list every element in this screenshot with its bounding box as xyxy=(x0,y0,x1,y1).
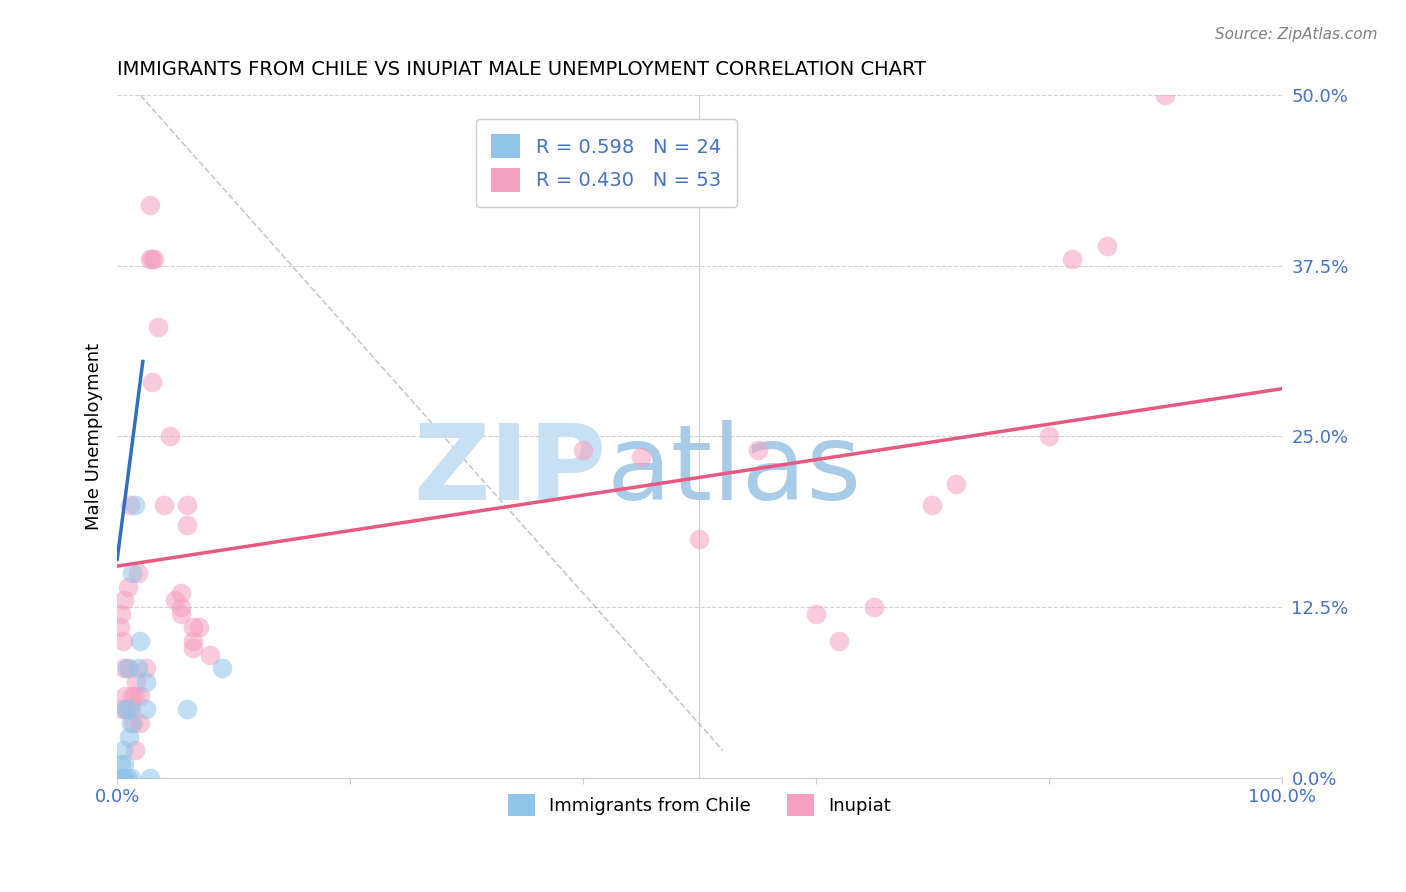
Point xyxy=(688,532,710,546)
Point xyxy=(572,443,595,458)
Point xyxy=(112,756,135,771)
Point xyxy=(1038,429,1060,443)
Point xyxy=(121,689,143,703)
Point xyxy=(146,320,169,334)
Point xyxy=(181,620,204,634)
Point xyxy=(111,702,134,716)
Point xyxy=(1095,238,1118,252)
Point xyxy=(139,197,162,211)
Point xyxy=(804,607,827,621)
Point xyxy=(129,689,152,703)
Point xyxy=(125,675,148,690)
Point xyxy=(127,566,149,580)
Point xyxy=(176,702,198,716)
Point xyxy=(112,661,135,675)
Point xyxy=(135,702,157,716)
Point xyxy=(141,375,163,389)
Point xyxy=(152,498,174,512)
Point xyxy=(170,607,193,621)
Point xyxy=(828,634,851,648)
Point xyxy=(211,661,233,675)
Point xyxy=(111,771,134,785)
Point xyxy=(108,620,131,634)
Text: ZIP: ZIP xyxy=(413,419,606,522)
Point xyxy=(127,661,149,675)
Point xyxy=(122,716,145,731)
Point xyxy=(159,429,181,443)
Point xyxy=(118,702,141,716)
Y-axis label: Male Unemployment: Male Unemployment xyxy=(86,343,103,530)
Point xyxy=(115,771,138,785)
Point xyxy=(1062,252,1084,267)
Point xyxy=(110,771,132,785)
Point xyxy=(187,620,209,634)
Point xyxy=(124,743,146,757)
Point xyxy=(118,498,141,512)
Point xyxy=(115,702,138,716)
Point xyxy=(921,498,943,512)
Legend: Immigrants from Chile, Inupiat: Immigrants from Chile, Inupiat xyxy=(501,787,898,823)
Point xyxy=(181,634,204,648)
Point xyxy=(176,498,198,512)
Point xyxy=(181,640,204,655)
Point xyxy=(121,566,143,580)
Point xyxy=(120,702,142,716)
Point xyxy=(117,580,139,594)
Point xyxy=(120,716,142,731)
Point xyxy=(135,675,157,690)
Point xyxy=(139,771,162,785)
Text: IMMIGRANTS FROM CHILE VS INUPIAT MALE UNEMPLOYMENT CORRELATION CHART: IMMIGRANTS FROM CHILE VS INUPIAT MALE UN… xyxy=(117,60,927,78)
Point xyxy=(118,661,141,675)
Point xyxy=(115,661,138,675)
Point xyxy=(630,450,652,464)
Point xyxy=(135,661,157,675)
Point xyxy=(143,252,166,267)
Point xyxy=(111,743,134,757)
Point xyxy=(111,771,134,785)
Point xyxy=(110,607,132,621)
Point xyxy=(120,771,142,785)
Point xyxy=(110,756,132,771)
Point xyxy=(118,730,141,744)
Point xyxy=(165,593,187,607)
Point xyxy=(1154,88,1177,103)
Point xyxy=(124,498,146,512)
Point xyxy=(108,771,131,785)
Point xyxy=(124,689,146,703)
Point xyxy=(129,634,152,648)
Text: atlas: atlas xyxy=(606,419,862,522)
Point xyxy=(170,586,193,600)
Text: Source: ZipAtlas.com: Source: ZipAtlas.com xyxy=(1215,27,1378,42)
Point xyxy=(112,593,135,607)
Point xyxy=(114,702,136,716)
Point xyxy=(111,634,134,648)
Point xyxy=(139,252,162,267)
Point xyxy=(200,648,222,662)
Point xyxy=(945,477,967,491)
Point xyxy=(747,443,769,458)
Point xyxy=(176,518,198,533)
Point xyxy=(129,716,152,731)
Point xyxy=(114,689,136,703)
Point xyxy=(141,252,163,267)
Point xyxy=(112,771,135,785)
Point xyxy=(863,600,886,615)
Point xyxy=(170,600,193,615)
